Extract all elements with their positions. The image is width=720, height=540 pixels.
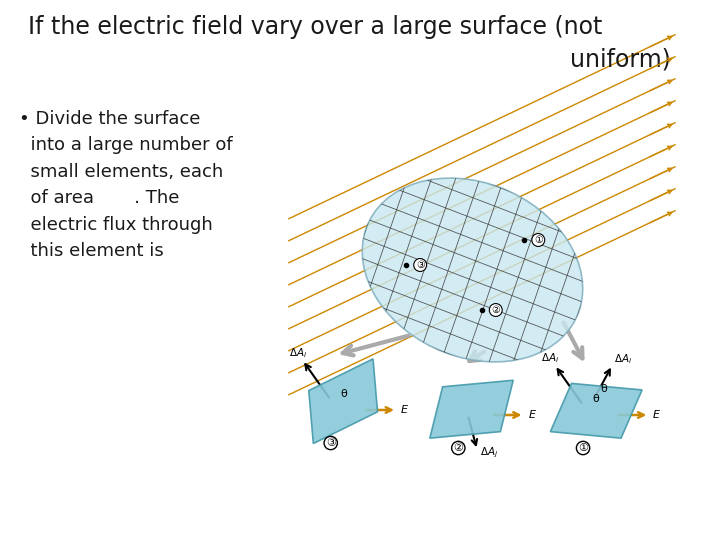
Polygon shape [430, 380, 513, 438]
Text: • Divide the surface
  into a large number of
  small elements, each
  of area  : • Divide the surface into a large number… [19, 110, 233, 260]
Text: uniform): uniform) [570, 47, 671, 71]
Text: ①: ① [578, 443, 588, 453]
Text: E: E [653, 410, 660, 420]
Polygon shape [550, 383, 642, 438]
Text: θ: θ [593, 394, 599, 404]
Ellipse shape [362, 178, 582, 362]
Text: ③: ③ [325, 438, 336, 448]
Text: If the electric field vary over a large surface (not: If the electric field vary over a large … [28, 15, 603, 39]
Text: ①: ① [534, 235, 543, 245]
Text: ②: ② [454, 443, 463, 453]
Text: $\Delta A_j$: $\Delta A_j$ [480, 446, 498, 460]
Text: $\Delta A_i$: $\Delta A_i$ [289, 346, 307, 360]
Text: E: E [400, 405, 408, 415]
Text: $\Delta A_i$: $\Delta A_i$ [541, 351, 559, 365]
Text: E: E [528, 410, 535, 420]
Text: ②: ② [491, 305, 500, 315]
Text: $\Delta A_i$: $\Delta A_i$ [614, 352, 632, 366]
Text: θ: θ [340, 389, 347, 399]
Text: ③: ③ [415, 260, 425, 270]
Polygon shape [309, 359, 377, 443]
Text: θ: θ [600, 384, 607, 394]
